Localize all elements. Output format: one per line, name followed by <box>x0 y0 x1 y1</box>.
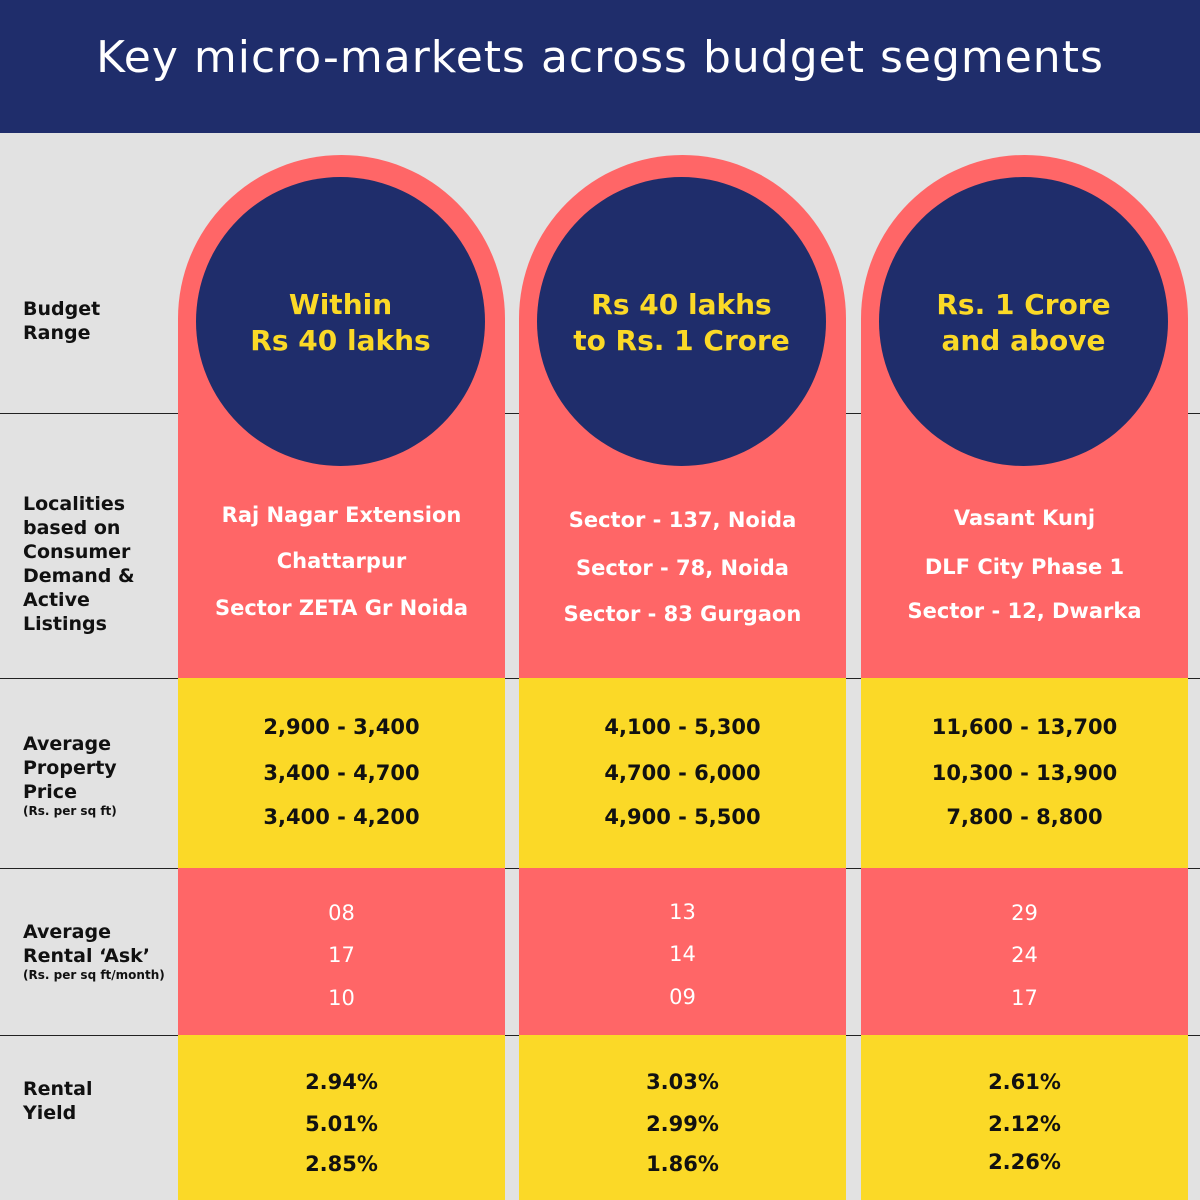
row-label-localities: Localities based on Consumer Demand & Ac… <box>23 493 135 635</box>
rental-ask-item: 10 <box>328 986 355 1010</box>
rental-band-background <box>519 868 846 1035</box>
budget-range-line-1: Rs 40 lakhs <box>591 288 772 321</box>
budget-column-3: Rs. 1 Crore and above Vasant Kunj DLF Ci… <box>861 155 1188 1200</box>
locality-item: Sector - 137, Noida <box>568 508 797 532</box>
rental-yield-item: 2.94% <box>305 1070 378 1094</box>
price-range-item: 3,400 - 4,200 <box>263 805 420 829</box>
price-band-background <box>178 678 505 868</box>
rental-yield-item: 1.86% <box>646 1152 719 1176</box>
budget-range-line-2: Rs 40 lakhs <box>250 324 431 357</box>
price-range-item: 2,900 - 3,400 <box>263 715 420 739</box>
row-label-average-rental: Average Rental ‘Ask’ (Rs. per sq ft/mont… <box>23 920 173 982</box>
row-label-rental-yield: Rental Yield <box>23 1078 93 1124</box>
row-label-average-price-text: Average Property Price <box>23 733 117 803</box>
rental-yield-item: 2.12% <box>988 1112 1061 1136</box>
locality-item: Sector - 12, Dwarka <box>907 599 1142 623</box>
price-range-item: 3,400 - 4,700 <box>263 761 420 785</box>
budget-column-1: Within Rs 40 lakhs Raj Nagar Extension C… <box>178 155 505 1200</box>
rental-ask-item: 17 <box>328 943 355 967</box>
price-range-item: 4,900 - 5,500 <box>604 805 761 829</box>
yield-band-background <box>519 1035 846 1200</box>
row-label-average-price: Average Property Price (Rs. per sq ft) <box>23 732 143 818</box>
rental-ask-item: 17 <box>1011 986 1038 1010</box>
row-label-budget-range: Budget Range <box>23 298 101 344</box>
budget-column-2: Rs 40 lakhs to Rs. 1 Crore Sector - 137,… <box>519 155 846 1200</box>
header-banner: Key micro-markets across budget segments <box>0 0 1200 133</box>
rental-ask-item: 09 <box>669 985 696 1009</box>
price-range-item: 11,600 - 13,700 <box>931 715 1118 739</box>
rental-band-background <box>178 868 505 1035</box>
rental-ask-item: 14 <box>669 942 696 966</box>
rental-ask-item: 08 <box>328 901 355 925</box>
budget-range-circle: Rs 40 lakhs to Rs. 1 Crore <box>537 177 826 466</box>
rental-yield-item: 3.03% <box>646 1070 719 1094</box>
price-range-item: 10,300 - 13,900 <box>931 761 1118 785</box>
rental-ask-item: 29 <box>1011 901 1038 925</box>
locality-item: Sector ZETA Gr Noida <box>214 596 469 620</box>
locality-item: Raj Nagar Extension <box>221 503 462 527</box>
price-band-background <box>519 678 846 868</box>
locality-item: Sector - 83 Gurgaon <box>563 602 802 626</box>
rental-band-background <box>861 868 1188 1035</box>
rental-yield-item: 5.01% <box>305 1112 378 1136</box>
row-label-average-rental-text: Average Rental ‘Ask’ <box>23 921 150 967</box>
price-range-item: 4,100 - 5,300 <box>604 715 761 739</box>
price-range-item: 4,700 - 6,000 <box>604 761 761 785</box>
rental-yield-item: 2.99% <box>646 1112 719 1136</box>
budget-range-line-1: Rs. 1 Crore <box>936 288 1111 321</box>
locality-item: Sector - 78, Noida <box>576 556 789 580</box>
price-range-item: 7,800 - 8,800 <box>946 805 1103 829</box>
budget-range-line-2: to Rs. 1 Crore <box>573 324 790 357</box>
rental-yield-item: 2.26% <box>988 1150 1061 1174</box>
budget-range-line-1: Within <box>288 288 393 321</box>
yield-band-background <box>178 1035 505 1200</box>
budget-range-text: Rs 40 lakhs to Rs. 1 Crore <box>537 287 826 359</box>
page-title: Key micro-markets across budget segments <box>96 32 1104 83</box>
yield-band-background <box>861 1035 1188 1200</box>
locality-item: Chattarpur <box>276 549 407 573</box>
locality-item: Vasant Kunj <box>953 506 1096 530</box>
price-band-background <box>861 678 1188 868</box>
row-label-average-rental-unit: (Rs. per sq ft/month) <box>23 968 165 982</box>
locality-item: DLF City Phase 1 <box>924 555 1125 579</box>
rental-ask-item: 13 <box>669 900 696 924</box>
budget-range-text: Within Rs 40 lakhs <box>196 287 485 359</box>
rental-yield-item: 2.61% <box>988 1070 1061 1094</box>
row-label-average-price-unit: (Rs. per sq ft) <box>23 804 117 818</box>
budget-range-text: Rs. 1 Crore and above <box>879 287 1168 359</box>
budget-range-circle: Within Rs 40 lakhs <box>196 177 485 466</box>
rental-ask-item: 24 <box>1011 943 1038 967</box>
rental-yield-item: 2.85% <box>305 1152 378 1176</box>
budget-range-circle: Rs. 1 Crore and above <box>879 177 1168 466</box>
budget-range-line-2: and above <box>941 324 1106 357</box>
